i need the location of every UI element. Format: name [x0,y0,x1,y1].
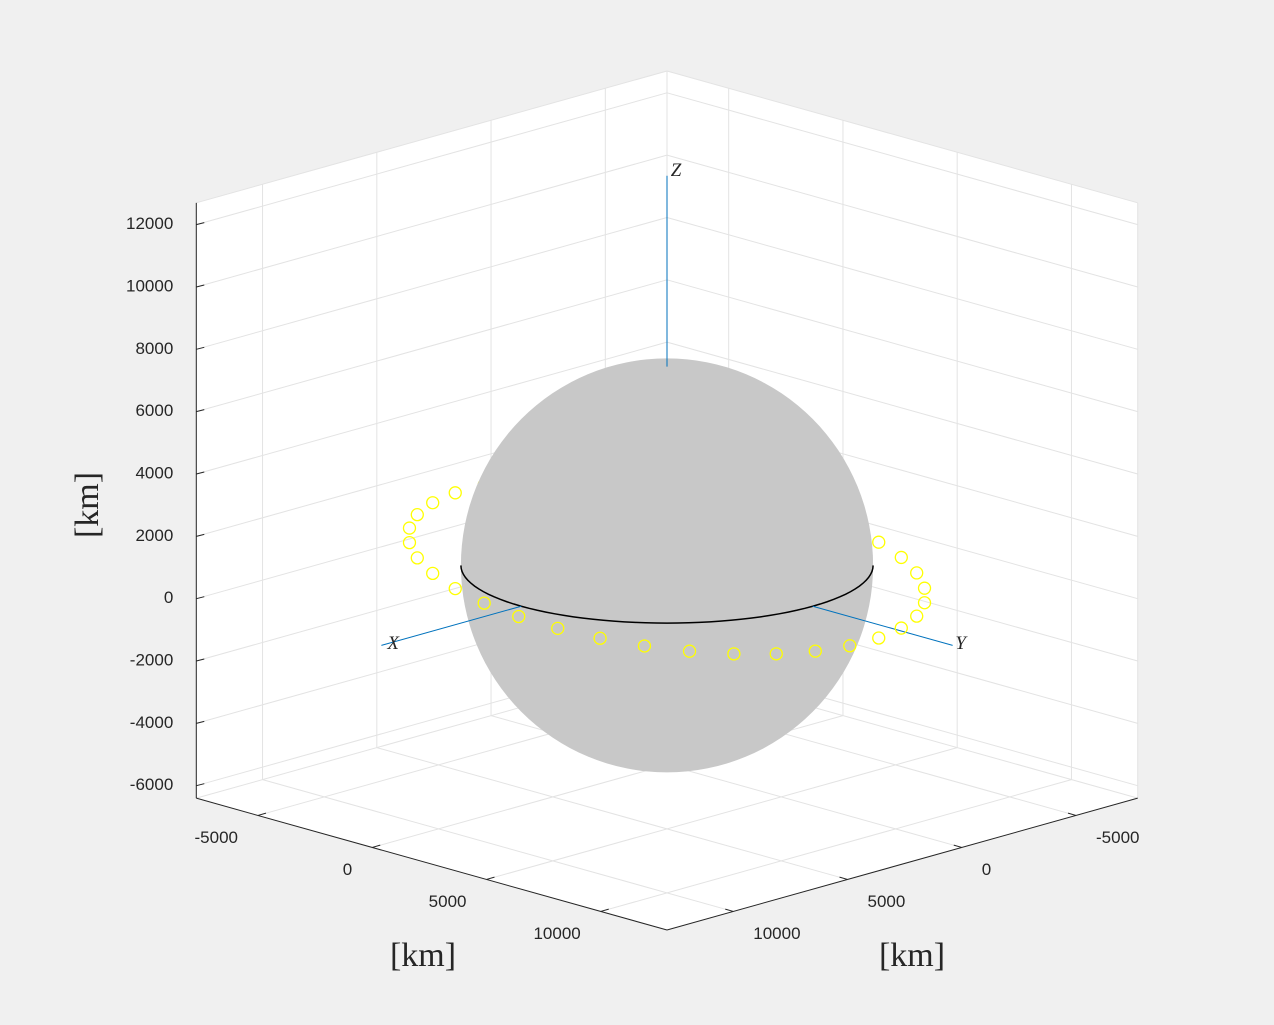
z-tick-label: 10000 [126,276,173,295]
z-tick-label: -2000 [130,651,173,670]
x-tick-label: 0 [982,860,991,879]
y-tick-label: -5000 [195,828,238,847]
x-tick-label: -5000 [1096,828,1139,847]
z-tick-label: 12000 [126,214,173,233]
y-axis-label: [km] [390,937,456,974]
z-tick-label: 4000 [135,463,173,482]
page: -6000 -4000 -2000 0 2000 4000 6000 8000 10000 120… [0,0,1274,1025]
z-tick-label: 2000 [135,526,173,545]
x-tick-label: 10000 [753,924,800,943]
z-tick-label: 8000 [135,339,173,358]
triad-label: Z [671,160,682,181]
y-tick-label: 10000 [533,924,580,943]
x-tick-label: 5000 [868,892,906,911]
z-tick-label: -6000 [130,775,173,794]
z-axis-label: [km] [69,472,106,538]
triad-label: X [386,633,400,654]
y-tick-label: 5000 [429,892,467,911]
z-tick-label: 0 [164,588,173,607]
x-axis-label: [km] [879,937,945,974]
chart: -6000 -4000 -2000 0 2000 4000 6000 8000 10000 120… [0,0,1274,1025]
sphere [461,358,873,772]
z-tick-label: 6000 [135,401,173,420]
y-tick-label: 0 [343,860,352,879]
z-tick-label: -4000 [130,713,173,732]
